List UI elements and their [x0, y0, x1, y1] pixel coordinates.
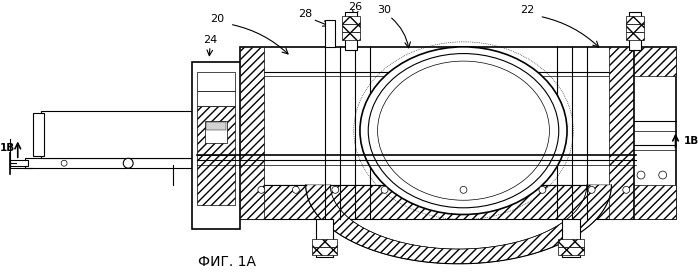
Bar: [558, 247, 584, 255]
Bar: [342, 24, 360, 32]
Bar: [634, 47, 676, 76]
Text: 20: 20: [210, 14, 224, 24]
Bar: [239, 47, 265, 219]
Bar: [634, 185, 676, 219]
Bar: [562, 219, 580, 257]
Bar: [345, 12, 357, 50]
Bar: [206, 122, 226, 130]
Bar: [626, 32, 644, 40]
Bar: [342, 32, 360, 40]
Text: 28: 28: [299, 9, 313, 19]
Circle shape: [460, 186, 467, 193]
Circle shape: [381, 186, 388, 193]
Text: 26: 26: [348, 2, 362, 12]
Bar: [342, 16, 360, 24]
Bar: [24, 158, 242, 168]
Ellipse shape: [360, 47, 567, 214]
Polygon shape: [306, 185, 611, 264]
Circle shape: [258, 186, 265, 193]
Bar: [193, 62, 239, 229]
Circle shape: [539, 186, 546, 193]
Text: 1В: 1В: [683, 136, 698, 145]
Bar: [311, 247, 337, 255]
Circle shape: [61, 160, 67, 166]
Circle shape: [332, 186, 339, 193]
Bar: [311, 239, 337, 247]
Bar: [609, 47, 634, 219]
Circle shape: [292, 186, 299, 193]
Bar: [10, 160, 28, 166]
Bar: [626, 16, 644, 24]
Bar: [629, 12, 641, 50]
Text: 1В: 1В: [0, 144, 15, 153]
Circle shape: [623, 186, 630, 193]
Bar: [239, 185, 634, 219]
Bar: [315, 219, 334, 257]
Text: 30: 30: [378, 6, 392, 15]
Circle shape: [637, 171, 645, 179]
Circle shape: [659, 171, 667, 179]
Bar: [239, 47, 634, 219]
Bar: [198, 72, 235, 91]
Bar: [198, 91, 235, 106]
Bar: [198, 106, 235, 155]
Text: 24: 24: [203, 35, 217, 45]
Bar: [41, 111, 199, 158]
Bar: [198, 155, 235, 205]
Text: ФИГ. 1А: ФИГ. 1А: [198, 255, 256, 269]
Bar: [205, 121, 227, 142]
Circle shape: [588, 186, 595, 193]
Bar: [558, 239, 584, 247]
Text: 22: 22: [521, 6, 535, 15]
Bar: [626, 24, 644, 32]
Bar: [33, 113, 45, 156]
Bar: [634, 47, 676, 219]
Circle shape: [124, 158, 133, 168]
Bar: [325, 20, 335, 47]
